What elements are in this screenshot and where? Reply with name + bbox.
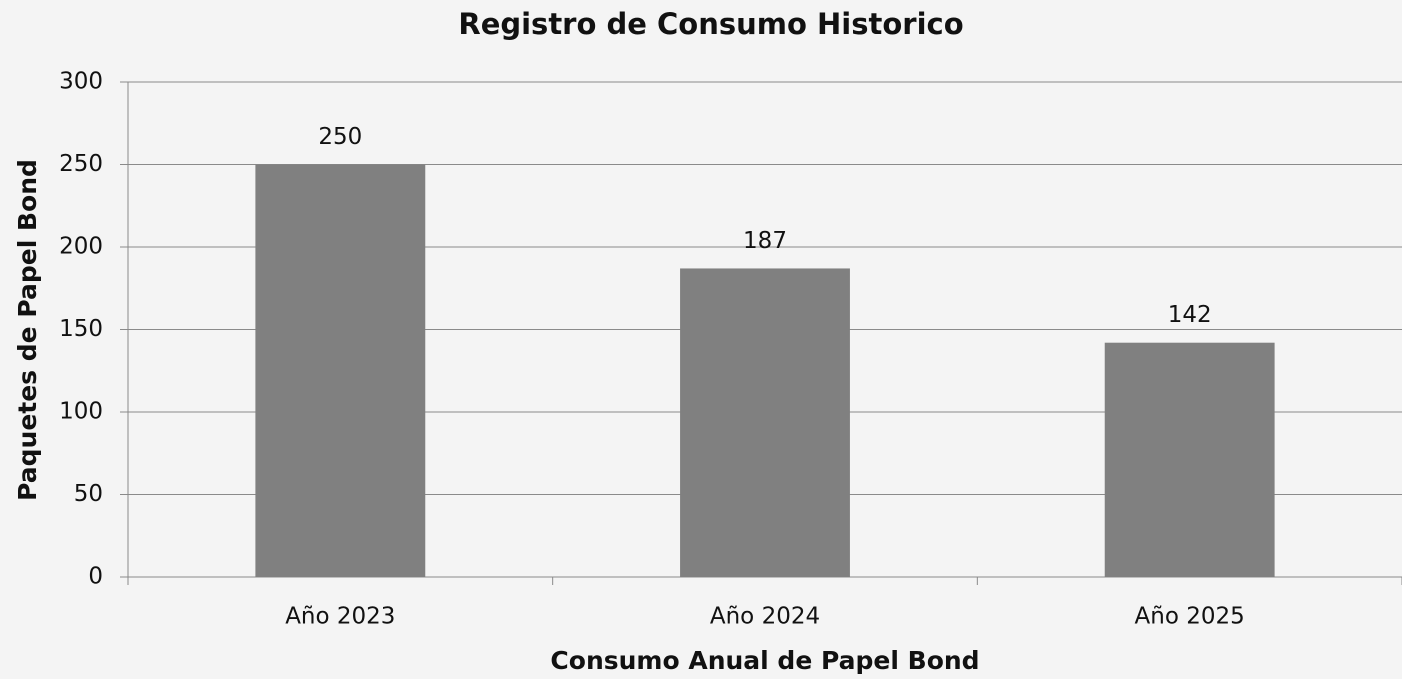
data-label: 187 [743,228,787,254]
data-label: 250 [318,124,362,150]
x-tick-label: Año 2025 [1135,604,1245,630]
y-tick-label: 50 [74,481,103,507]
y-tick-label: 250 [59,151,103,177]
bar [255,164,426,577]
y-tick-label: 100 [59,399,103,425]
bar [680,268,850,577]
x-tick-label: Año 2023 [285,604,395,630]
x-tick-label: Año 2024 [710,604,820,630]
y-tick-label: 200 [59,234,103,260]
y-tick-label: 0 [88,564,103,590]
y-axis-title: Paquetes de Papel Bond [13,159,42,501]
y-tick-label: 150 [59,316,103,342]
data-label: 142 [1168,302,1212,328]
chart-title: Registro de Consumo Historico [458,7,963,41]
bar [1104,342,1275,577]
x-axis-title: Consumo Anual de Papel Bond [550,646,979,675]
y-tick-label: 300 [59,69,103,95]
